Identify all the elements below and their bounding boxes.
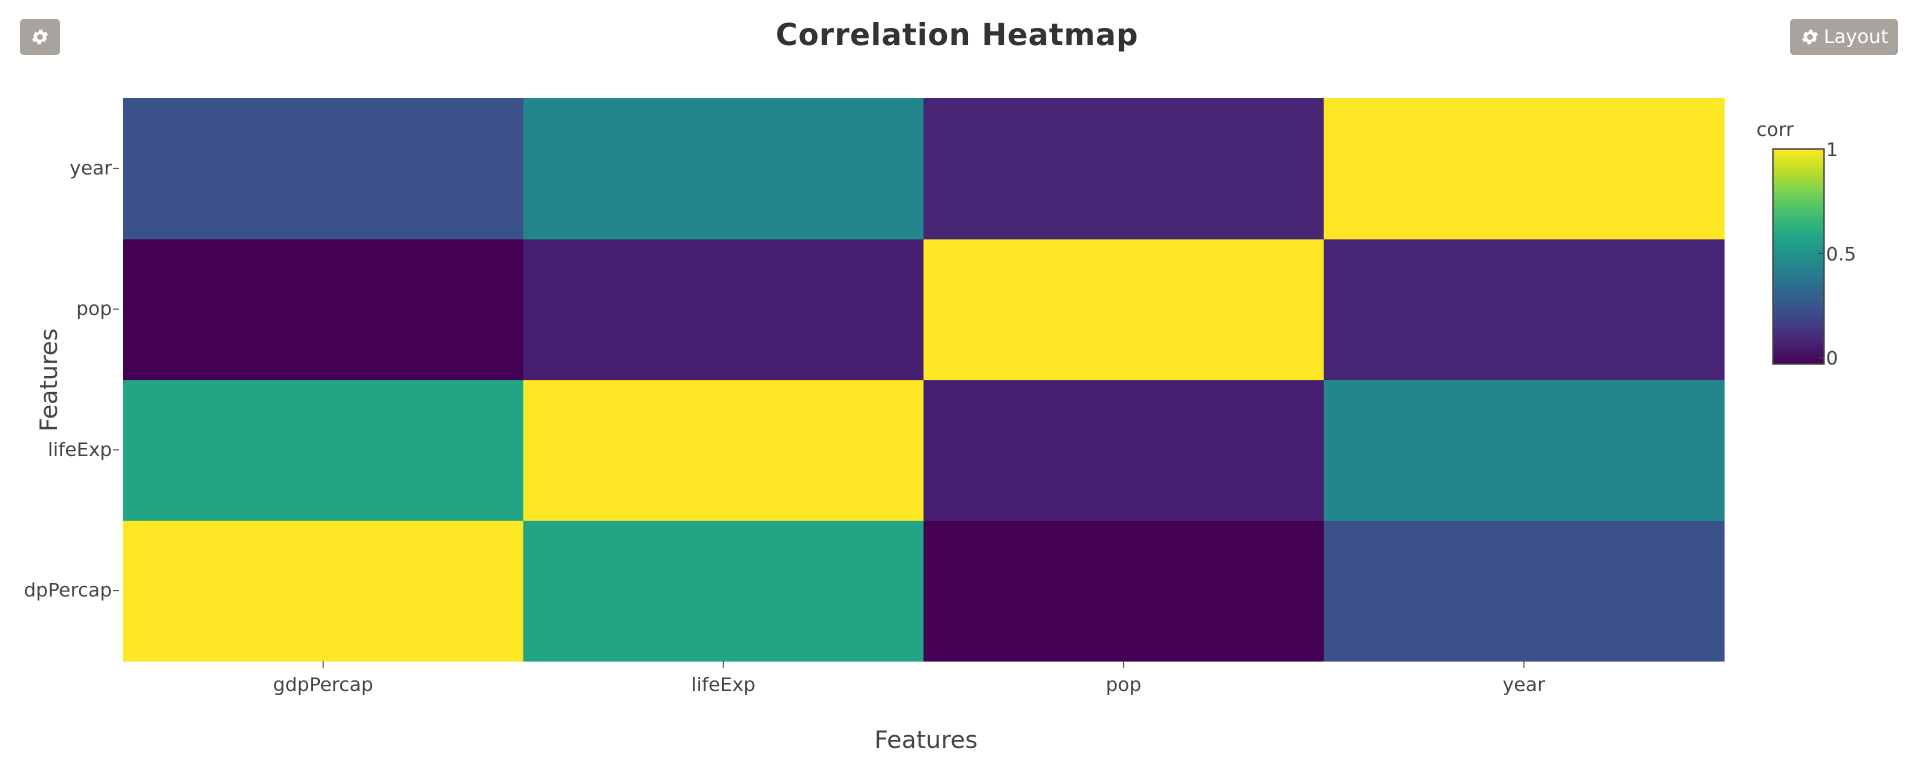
colorbar-tick-label: 1	[1826, 139, 1838, 161]
x-axis-ticks: gdpPercap lifeExp pop year	[273, 661, 1545, 696]
heatmap-cell-pop-year	[1323, 238, 1725, 381]
heatmap-cell-pop-lifeExp	[523, 238, 925, 381]
colorbar-gradient	[1772, 148, 1825, 365]
y-tick-label: year	[70, 157, 113, 179]
colorbar-title: corr	[1756, 119, 1794, 141]
heatmap-cell-year-year	[1323, 98, 1725, 240]
x-tick-label: gdpPercap	[273, 674, 373, 696]
heatmap-cell-lifeExp-lifeExp	[523, 379, 925, 521]
heatmap-cell-lifeExp-gdpPercap	[123, 379, 524, 521]
heatmap-cell-year-gdpPercap	[123, 98, 524, 240]
heatmap-cell-lifeExp-pop	[923, 379, 1325, 521]
colorbar: corr 0 0.5 1	[1756, 119, 1856, 370]
heatmap-cells	[123, 98, 1725, 662]
heatmap-cell-pop-pop	[923, 238, 1325, 381]
heatmap-cell-pop-gdpPercap	[123, 238, 524, 381]
y-axis-ticks: dpPercap lifeExp pop year	[24, 157, 119, 602]
layout-button[interactable]: Layout	[1790, 19, 1898, 55]
heatmap-cell-gdpPercap-pop	[923, 520, 1325, 662]
gear-icon	[30, 27, 50, 47]
heatmap-cell-lifeExp-year	[1323, 379, 1725, 521]
y-axis-title: Features	[35, 328, 63, 431]
x-tick-label: pop	[1106, 674, 1142, 696]
y-tick-label: lifeExp	[48, 439, 112, 461]
x-axis-title: Features	[874, 726, 977, 754]
y-tick-label: pop	[76, 298, 112, 320]
colorbar-tick-label: 0.5	[1826, 243, 1856, 265]
x-tick-label: lifeExp	[691, 674, 755, 696]
heatmap-cell-year-pop	[923, 98, 1325, 240]
x-tick-label: year	[1503, 674, 1546, 696]
heatmap-cell-gdpPercap-lifeExp	[523, 520, 925, 662]
gear-icon	[1800, 27, 1820, 47]
heatmap-cell-gdpPercap-year	[1323, 520, 1725, 662]
settings-button[interactable]	[20, 19, 60, 55]
heatmap-cell-gdpPercap-gdpPercap	[123, 520, 524, 662]
layout-button-label: Layout	[1823, 26, 1889, 48]
colorbar-tick-label: 0	[1826, 348, 1838, 370]
y-tick-label: dpPercap	[24, 580, 112, 602]
heatmap-cell-year-lifeExp	[523, 98, 925, 240]
chart-title: Correlation Heatmap	[775, 18, 1139, 53]
